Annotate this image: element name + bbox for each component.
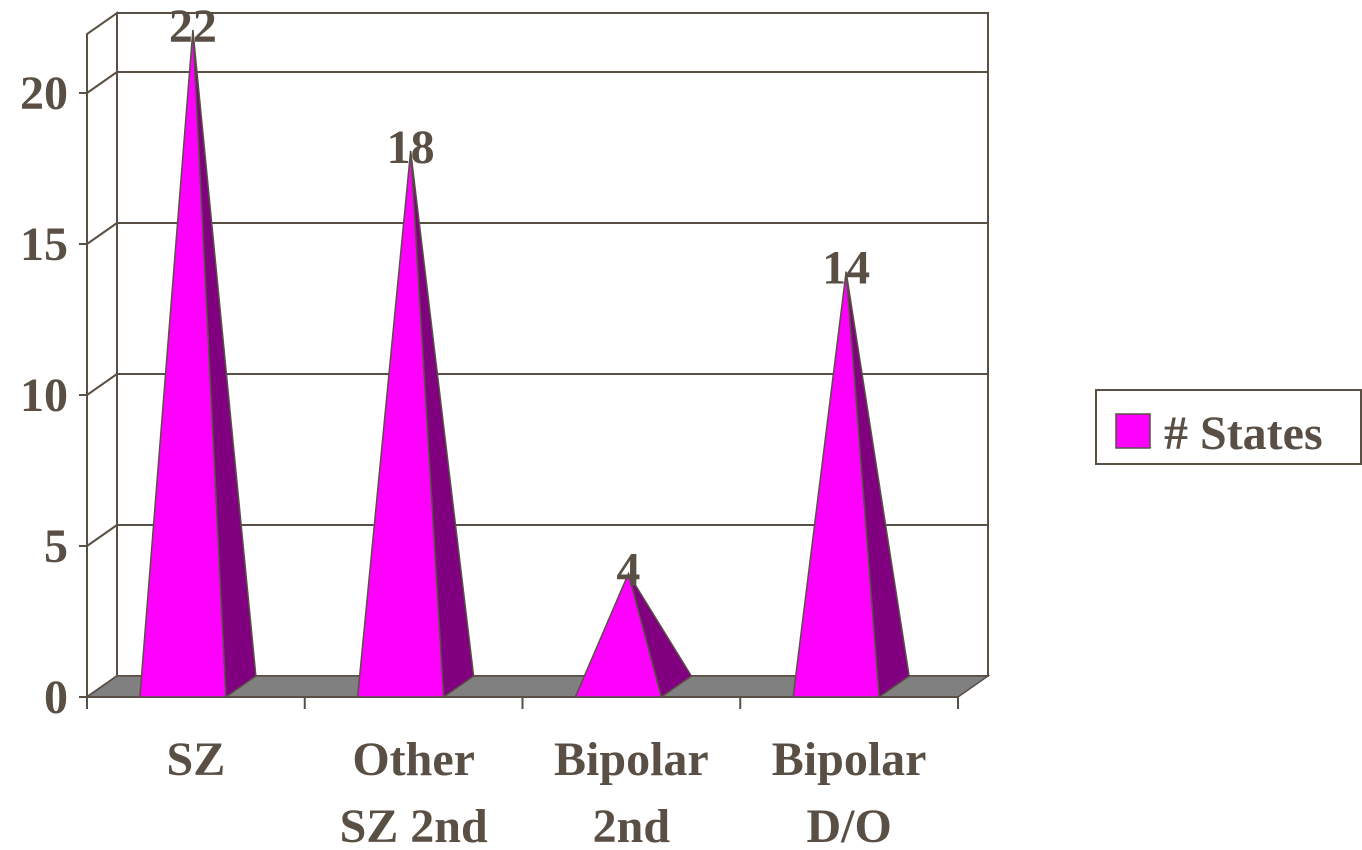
gridline-side-10 [86, 373, 118, 396]
x-tick-label-line: SZ [167, 733, 226, 786]
y-tick-label-20: 20 [20, 67, 68, 120]
x-tick-labels: SZ Other SZ 2nd Bipolar 2nd Bipolar D/O [167, 733, 927, 850]
x-tick-label-line: SZ 2nd [340, 800, 488, 845]
x-tick-label-line: Other [352, 733, 475, 786]
data-labels: 22 18 4 14 [169, 0, 870, 597]
y-tick-label-5: 5 [44, 520, 68, 573]
side-wall [86, 11, 118, 699]
x-tick-label-2: Bipolar 2nd [554, 733, 709, 845]
data-label-2: 4 [616, 544, 640, 597]
gridline-side-5 [86, 524, 118, 547]
bar-1 [356, 150, 445, 698]
x-tick-label-line: Bipolar [554, 733, 709, 786]
data-label-0: 22 [169, 0, 217, 53]
bar-3 [792, 271, 880, 698]
legend-swatch [1115, 413, 1151, 449]
y-tick-labels: 0 5 10 15 20 [20, 67, 68, 724]
x-tick-label-line: 2nd [593, 800, 671, 845]
data-label-1: 18 [387, 121, 435, 174]
gridline-side-15 [86, 222, 118, 245]
legend: # States [1095, 389, 1362, 465]
x-tick-label-0: SZ [167, 733, 226, 786]
legend-label: # States [1164, 407, 1323, 460]
gridline-side-20 [86, 71, 118, 94]
x-tick-label-3: Bipolar D/O [772, 733, 927, 845]
y-tick-label-10: 10 [20, 369, 68, 422]
x-tick-label-1: Other SZ 2nd [340, 733, 488, 845]
y-tick-label-0: 0 [44, 671, 68, 724]
bar-0 [139, 30, 227, 698]
y-tick-label-15: 15 [20, 218, 68, 271]
data-label-3: 14 [822, 242, 870, 295]
x-tick-label-line: Bipolar [772, 733, 927, 786]
bars [139, 30, 910, 699]
bar-2 [574, 571, 663, 698]
x-tick-label-line: D/O [806, 800, 891, 845]
